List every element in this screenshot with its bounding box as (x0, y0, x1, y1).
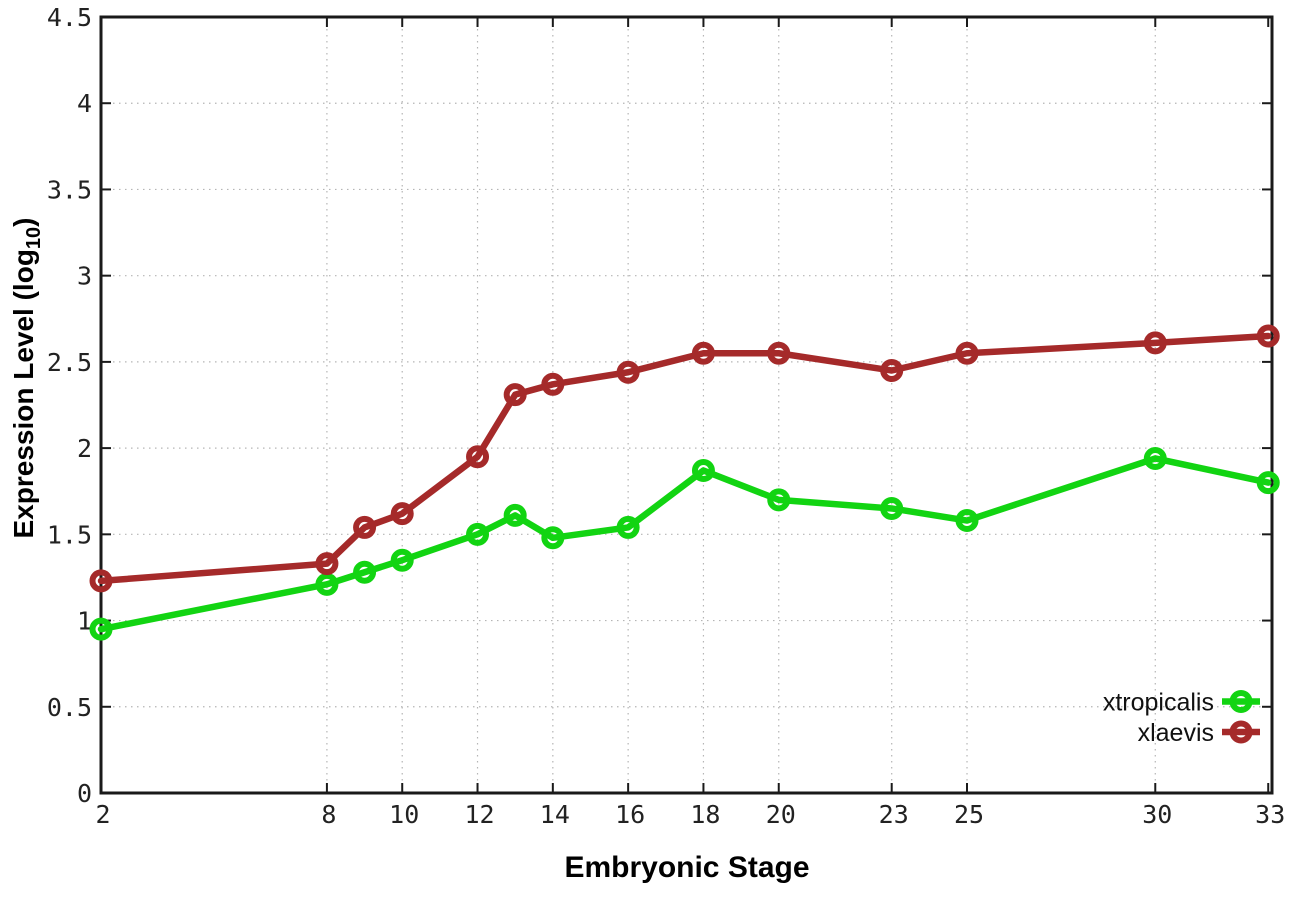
data-point-xlaevis (503, 383, 527, 407)
data-point-xlaevis (541, 372, 565, 396)
data-point-xlaevis (691, 341, 715, 365)
data-point-xtropicalis (541, 526, 565, 550)
y-axis-title-close: ) (8, 218, 39, 227)
data-point-xtropicalis (1143, 446, 1167, 470)
y-tick-label: 1.5 (47, 520, 92, 549)
data-point-xlaevis (315, 552, 339, 576)
x-tick-label: 16 (615, 800, 645, 829)
x-axis-title: Embryonic Stage (564, 851, 809, 884)
series-line-xtropicalis (97, 455, 1272, 633)
x-tick-label: 25 (954, 800, 984, 829)
y-tick-label: 1 (77, 607, 92, 636)
x-tick-label: 23 (879, 800, 909, 829)
data-point-xtropicalis (353, 560, 377, 584)
x-tick-label: 12 (464, 800, 494, 829)
y-tick-label: 0 (77, 779, 92, 808)
y-axis-title-subscript: 10 (23, 227, 45, 249)
data-point-xtropicalis (1256, 471, 1280, 495)
legend-label-xtropicalis: xtropicalis (1103, 689, 1214, 717)
x-tick-label: 8 (321, 800, 336, 829)
data-point-xlaevis (1256, 324, 1280, 348)
data-point-xtropicalis (616, 515, 640, 539)
data-point-xlaevis (353, 515, 377, 539)
legend-marker-xlaevis (1229, 720, 1253, 744)
data-point-xtropicalis (390, 548, 414, 572)
data-point-xlaevis (616, 360, 640, 384)
data-point-xlaevis (390, 502, 414, 526)
legend-label-xlaevis: xlaevis (1138, 719, 1214, 747)
data-point-xlaevis (466, 445, 490, 469)
y-tick-label: 4 (77, 89, 92, 118)
plot-area: 2 8 10 12 14 16 18 20 23 25 30 33 0 0.5 1 1.5 2 2.5 3 3.5 4 4… (47, 3, 1285, 829)
data-point-xlaevis (89, 569, 113, 593)
x-tick-label: 18 (690, 800, 720, 829)
data-point-xtropicalis (503, 503, 527, 527)
data-point-xtropicalis (955, 509, 979, 533)
x-tick-label: 10 (389, 800, 419, 829)
data-point-xtropicalis (315, 572, 339, 596)
data-point-xlaevis (1143, 331, 1167, 355)
x-tick-label: 14 (540, 800, 570, 829)
y-axis-title: Expression Level (log10) (8, 218, 45, 539)
data-point-xlaevis (955, 341, 979, 365)
y-tick-label: 4.5 (47, 3, 92, 32)
data-point-xlaevis (767, 341, 791, 365)
x-tick-label: 30 (1142, 800, 1172, 829)
data-point-xtropicalis (767, 488, 791, 512)
y-tick-label: 2 (77, 434, 92, 463)
y-tick-label: 3.5 (47, 175, 92, 204)
data-point-xlaevis (880, 359, 904, 383)
legend-marker-xtropicalis (1229, 690, 1253, 713)
data-point-xtropicalis (89, 617, 113, 641)
data-point-xtropicalis (880, 496, 904, 520)
series-line-xlaevis (97, 332, 1272, 585)
plot-border (99, 15, 1274, 795)
y-tick-label: 2.5 (47, 348, 92, 377)
x-tick-label: 20 (766, 800, 796, 829)
x-tick-label: 2 (95, 800, 110, 829)
y-axis-title-main: Expression Level (log (8, 249, 39, 538)
data-point-xtropicalis (691, 459, 715, 483)
data-point-xtropicalis (466, 522, 490, 546)
y-tick-label: 3 (77, 262, 92, 291)
y-tick-label: 0.5 (47, 693, 92, 722)
x-tick-label: 33 (1255, 800, 1285, 829)
